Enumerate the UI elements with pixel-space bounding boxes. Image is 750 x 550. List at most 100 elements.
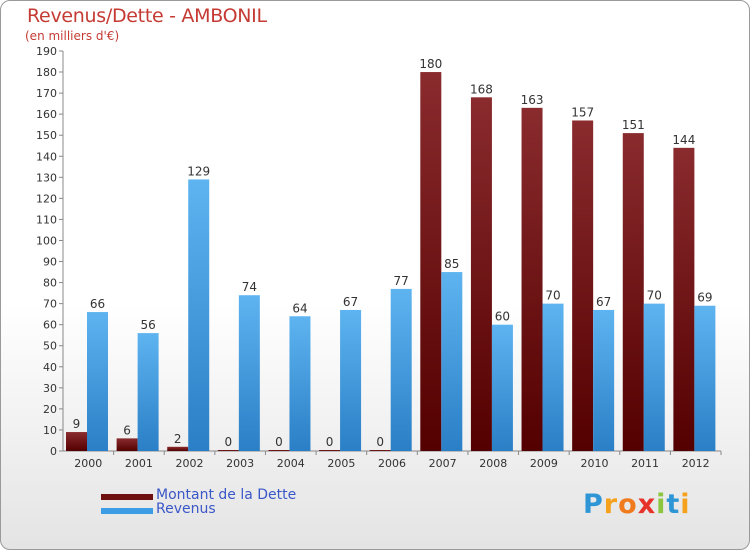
y-tick-label: 50 [43,340,57,353]
y-tick-label: 100 [36,234,57,247]
data-label-revenus: 70 [545,289,560,303]
data-label-dette: 6 [123,423,131,437]
bar-dette [66,432,87,451]
bar-revenus [643,303,665,451]
data-label-revenus: 67 [596,295,611,309]
x-tick-label: 2012 [682,457,710,470]
bar-revenus [188,179,210,451]
chart-subtitle: (en milliers d'€) [25,29,120,43]
data-label-revenus: 129 [187,164,210,178]
data-label-revenus: 64 [292,301,307,315]
data-label-dette: 168 [470,82,493,96]
bar-revenus [542,303,564,451]
y-tick-label: 170 [36,87,57,100]
x-tick-label: 2007 [429,457,457,470]
y-tick-label: 60 [43,319,57,332]
y-tick-label: 30 [43,382,57,395]
bar-revenus [137,333,159,451]
y-tick-label: 160 [36,108,57,121]
x-tick-label: 2009 [530,457,558,470]
data-label-revenus: 56 [140,318,155,332]
legend-swatch-dette [101,494,153,500]
data-label-revenus: 66 [90,297,105,311]
x-tick-label: 2003 [226,457,254,470]
x-tick-label: 2010 [580,457,608,470]
x-tick-label: 2001 [125,457,153,470]
bar-revenus [694,305,716,451]
bar-revenus [340,309,362,451]
bar-dette [673,147,695,451]
bar-dette [470,97,492,451]
y-tick-label: 10 [43,424,57,437]
bar-revenus [390,288,412,451]
y-tick-label: 140 [36,150,57,163]
bar-revenus [238,295,260,451]
x-tick-label: 2002 [176,457,204,470]
y-tick-label: 0 [50,445,57,458]
data-label-dette: 0 [275,435,283,449]
x-tick-label: 2004 [277,457,305,470]
bar-dette [420,72,442,451]
y-tick-label: 190 [36,45,57,58]
logo-letter: o [618,489,638,520]
bar-dette [319,450,341,451]
bar-dette [217,450,239,451]
bar-revenus [87,312,108,451]
bar-revenus [289,316,311,451]
x-tick-label: 2006 [378,457,406,470]
data-label-revenus: 67 [343,295,358,309]
data-label-dette: 163 [521,93,544,107]
data-label-dette: 151 [622,118,645,132]
y-tick-label: 120 [36,192,57,205]
data-label-dette: 144 [672,133,695,147]
y-tick-label: 80 [43,277,57,290]
data-label-dette: 0 [376,435,384,449]
logo-letter: r [603,489,619,520]
data-label-dette: 2 [174,432,182,446]
bar-dette [268,450,290,451]
bar-dette [521,107,543,451]
proxiti-logo: Proxiti [583,489,691,520]
data-label-dette: 0 [225,435,233,449]
data-label-revenus: 77 [394,274,409,288]
y-tick-label: 90 [43,256,57,269]
data-label-revenus: 70 [647,289,662,303]
logo-letter: P [583,489,604,520]
x-tick-label: 2000 [74,457,102,470]
bar-dette [622,133,644,451]
y-tick-label: 70 [43,298,57,311]
data-label-dette: 157 [571,105,594,119]
y-tick-label: 150 [36,129,57,142]
bar-revenus [491,324,513,451]
logo-letter: x [637,489,657,520]
logo-letter: t [666,489,681,520]
y-tick-label: 20 [43,403,57,416]
legend-label-dette: Montant de la Dette [156,487,297,503]
bar-revenus [593,309,615,451]
x-tick-label: 2011 [631,457,659,470]
data-label-dette: 9 [73,417,81,431]
logo-letter: i [656,489,667,520]
chart-title: Revenus/Dette - AMBONIL [27,5,267,27]
legend-label-revenus: Revenus [156,501,216,517]
legend-swatch-revenus [101,508,153,514]
y-tick-label: 40 [43,361,57,374]
y-tick-label: 130 [36,171,57,184]
x-tick-label: 2005 [327,457,355,470]
x-tick-label: 2008 [479,457,507,470]
bar-dette [167,446,189,451]
data-label-revenus: 74 [242,280,257,294]
bar-dette [369,450,391,451]
data-label-revenus: 69 [697,291,712,305]
y-tick-label: 180 [36,66,57,79]
data-label-dette: 0 [326,435,334,449]
bar-dette [116,438,138,451]
data-label-revenus: 85 [444,257,459,271]
bar-dette [572,120,594,451]
bar-revenus [441,272,463,451]
data-label-revenus: 60 [495,310,510,324]
y-tick-label: 110 [36,213,57,226]
data-label-dette: 180 [419,57,442,71]
